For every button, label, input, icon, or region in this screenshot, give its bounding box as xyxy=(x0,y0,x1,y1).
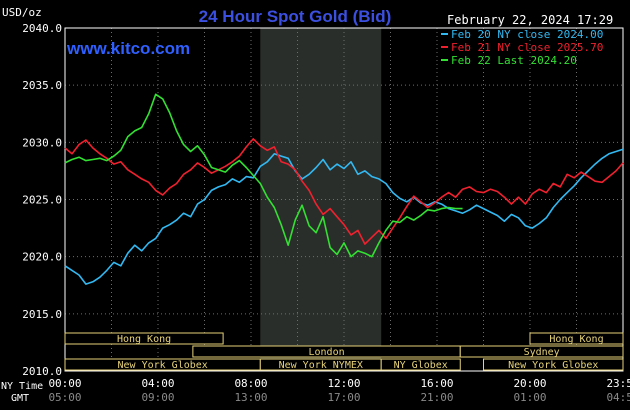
x-tick-label-gmt: 09:00 xyxy=(141,391,174,404)
y-axis-ticks: 2040.0 2035.0 2030.0 2025.0 2020.0 2015.0 2010… xyxy=(22,22,62,378)
ny-time-label: NY Time xyxy=(1,381,43,392)
x-tick-label-gmt: 05:00 xyxy=(48,391,81,404)
y-tick-label: 2025.0 xyxy=(22,194,62,207)
market-sessions: Hong Kong Hong Kong London Sydney New York G… xyxy=(64,332,624,371)
y-tick-label: 2010.0 xyxy=(22,365,62,378)
x-tick-label-ny: 20:00 xyxy=(513,377,546,390)
session-label: Hong Kong xyxy=(549,334,603,345)
legend-entry-2: Feb 21 NY close 2025.70 xyxy=(451,41,603,54)
session-bar xyxy=(459,345,624,358)
y-tick-label: 2030.0 xyxy=(22,136,62,149)
series-line-2 xyxy=(64,138,624,245)
session-label: New York NYMEX xyxy=(279,360,363,371)
x-tick-label-gmt: 01:00 xyxy=(513,391,546,404)
session-bar xyxy=(380,358,461,371)
site-label: www.kitco.com xyxy=(66,39,190,58)
x-axis-ticks: 00:00 04:00 08:00 12:00 16:00 20:00 23:59 05:00… xyxy=(48,377,630,404)
session-bar xyxy=(529,332,624,345)
x-tick-label-gmt: 21:00 xyxy=(420,391,453,404)
nymex-session-shade xyxy=(260,28,382,371)
series-line-1 xyxy=(64,148,624,285)
y-tick-label: 2020.0 xyxy=(22,251,62,264)
x-tick-label-ny: 08:00 xyxy=(234,377,267,390)
y-tick-label: 2040.0 xyxy=(22,22,62,35)
session-label: NY Globex xyxy=(394,360,448,371)
session-label: London xyxy=(309,347,345,358)
gmt-label: GMT xyxy=(11,393,29,404)
units-label: USD/oz xyxy=(2,6,42,19)
x-tick-label-gmt: 04:59 xyxy=(606,391,630,404)
x-tick-label-ny: 04:00 xyxy=(141,377,174,390)
x-tick-label-gmt: 17:00 xyxy=(327,391,360,404)
x-tick-label-gmt: 13:00 xyxy=(234,391,267,404)
grid-lines xyxy=(65,28,623,371)
session-label: Hong Kong xyxy=(117,334,171,345)
legend-entry-3: Feb 22 Last 2024.20 xyxy=(451,54,577,67)
session-bar xyxy=(483,358,624,371)
timestamp-label: February 22, 2024 17:29 xyxy=(447,13,613,27)
legend-entry-1: Feb 20 NY close 2024.00 xyxy=(451,28,603,41)
y-tick-label: 2015.0 xyxy=(22,308,62,321)
plot-frame xyxy=(64,27,624,372)
x-tick-label-ny: 12:00 xyxy=(327,377,360,390)
session-label: New York Globex xyxy=(508,360,598,371)
session-bar xyxy=(64,332,224,345)
session-label: New York Globex xyxy=(117,360,207,371)
y-tick-label: 2035.0 xyxy=(22,79,62,92)
x-tick-label-ny: 16:00 xyxy=(420,377,453,390)
chart-title: 24 Hour Spot Gold (Bid) xyxy=(199,7,392,26)
x-tick-label-ny: 00:00 xyxy=(48,377,81,390)
series-lines xyxy=(64,93,624,285)
x-tick-label-ny: 23:59 xyxy=(606,377,630,390)
series-line-3 xyxy=(64,93,463,258)
session-label: Sydney xyxy=(524,347,560,358)
